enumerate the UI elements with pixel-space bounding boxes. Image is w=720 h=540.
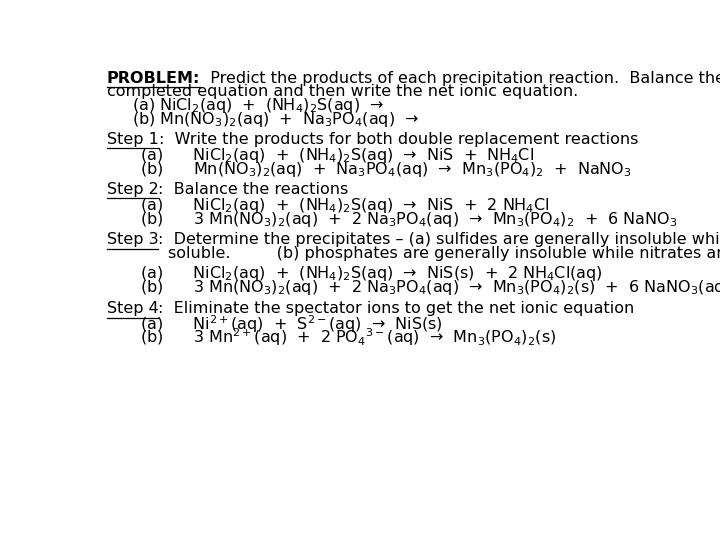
Text: Predict the products of each precipitation reaction.  Balance the: Predict the products of each precipitati… [200,71,720,86]
Text: (a)      NiCl$_{2}$(aq)  +  (NH$_{4}$)$_{2}$S(aq)  →  NiS(s)  +  2 NH$_{4}$Cl(aq: (a) NiCl$_{2}$(aq) + (NH$_{4}$)$_{2}$S(a… [140,264,603,283]
Text: (a) NiCl$_{2}$(aq)  +  (NH$_{4}$)$_{2}$S(aq)  →: (a) NiCl$_{2}$(aq) + (NH$_{4}$)$_{2}$S(a… [132,96,384,115]
Text: Step 4: Step 4 [107,301,158,316]
Text: Step 1: Step 1 [107,132,158,147]
Text: (a)      Ni$^{2+}$(aq)  +  S$^{2-}$(aq)  →  NiS(s): (a) Ni$^{2+}$(aq) + S$^{2-}$(aq) → NiS(s… [140,313,443,335]
Text: Step 2: Step 2 [107,181,158,197]
Text: Step 3: Step 3 [107,232,158,247]
Text: (b)      3 Mn(NO$_{3}$)$_{2}$(aq)  +  2 Na$_{3}$PO$_{4}$(aq)  →  Mn$_{3}$(PO$_{4: (b) 3 Mn(NO$_{3}$)$_{2}$(aq) + 2 Na$_{3}… [140,210,678,228]
Text: :  Determine the precipitates – (a) sulfides are generally insoluble while halid: : Determine the precipitates – (a) sulfi… [158,232,720,247]
Text: (a)      NiCl$_{2}$(aq)  +  (NH$_{4}$)$_{2}$S(aq)  →  NiS  +  NH$_{4}$Cl: (a) NiCl$_{2}$(aq) + (NH$_{4}$)$_{2}$S(a… [140,146,534,165]
Text: completed equation and then write the net ionic equation.: completed equation and then write the ne… [107,84,578,99]
Text: :  Balance the reactions: : Balance the reactions [158,181,348,197]
Text: soluble.         (b) phosphates are generally insoluble while nitrates are alway: soluble. (b) phosphates are generally in… [168,246,720,261]
Text: (b) Mn(NO$_{3}$)$_{2}$(aq)  +  Na$_{3}$PO$_{4}$(aq)  →: (b) Mn(NO$_{3}$)$_{2}$(aq) + Na$_{3}$PO$… [132,110,419,129]
Text: (b)      3 Mn$^{2+}$(aq)  +  2 PO$_{4}$$^{3-}$(aq)  →  Mn$_{3}$(PO$_{4}$)$_{2}$(: (b) 3 Mn$^{2+}$(aq) + 2 PO$_{4}$$^{3-}$(… [140,327,557,348]
Text: :  Eliminate the spectator ions to get the net ionic equation: : Eliminate the spectator ions to get th… [158,301,635,316]
Text: (b)      3 Mn(NO$_{3}$)$_{2}$(aq)  +  2 Na$_{3}$PO$_{4}$(aq)  →  Mn$_{3}$(PO$_{4: (b) 3 Mn(NO$_{3}$)$_{2}$(aq) + 2 Na$_{3}… [140,278,720,297]
Text: (a)      NiCl$_{2}$(aq)  +  (NH$_{4}$)$_{2}$S(aq)  →  NiS  +  2 NH$_{4}$Cl: (a) NiCl$_{2}$(aq) + (NH$_{4}$)$_{2}$S(a… [140,196,549,215]
Text: :  Write the products for both double replacement reactions: : Write the products for both double rep… [158,132,638,147]
Text: PROBLEM:: PROBLEM: [107,71,200,86]
Text: (b)      Mn(NO$_{3}$)$_{2}$(aq)  +  Na$_{3}$PO$_{4}$(aq)  →  Mn$_{3}$(PO$_{4}$)$: (b) Mn(NO$_{3}$)$_{2}$(aq) + Na$_{3}$PO$… [140,160,632,179]
